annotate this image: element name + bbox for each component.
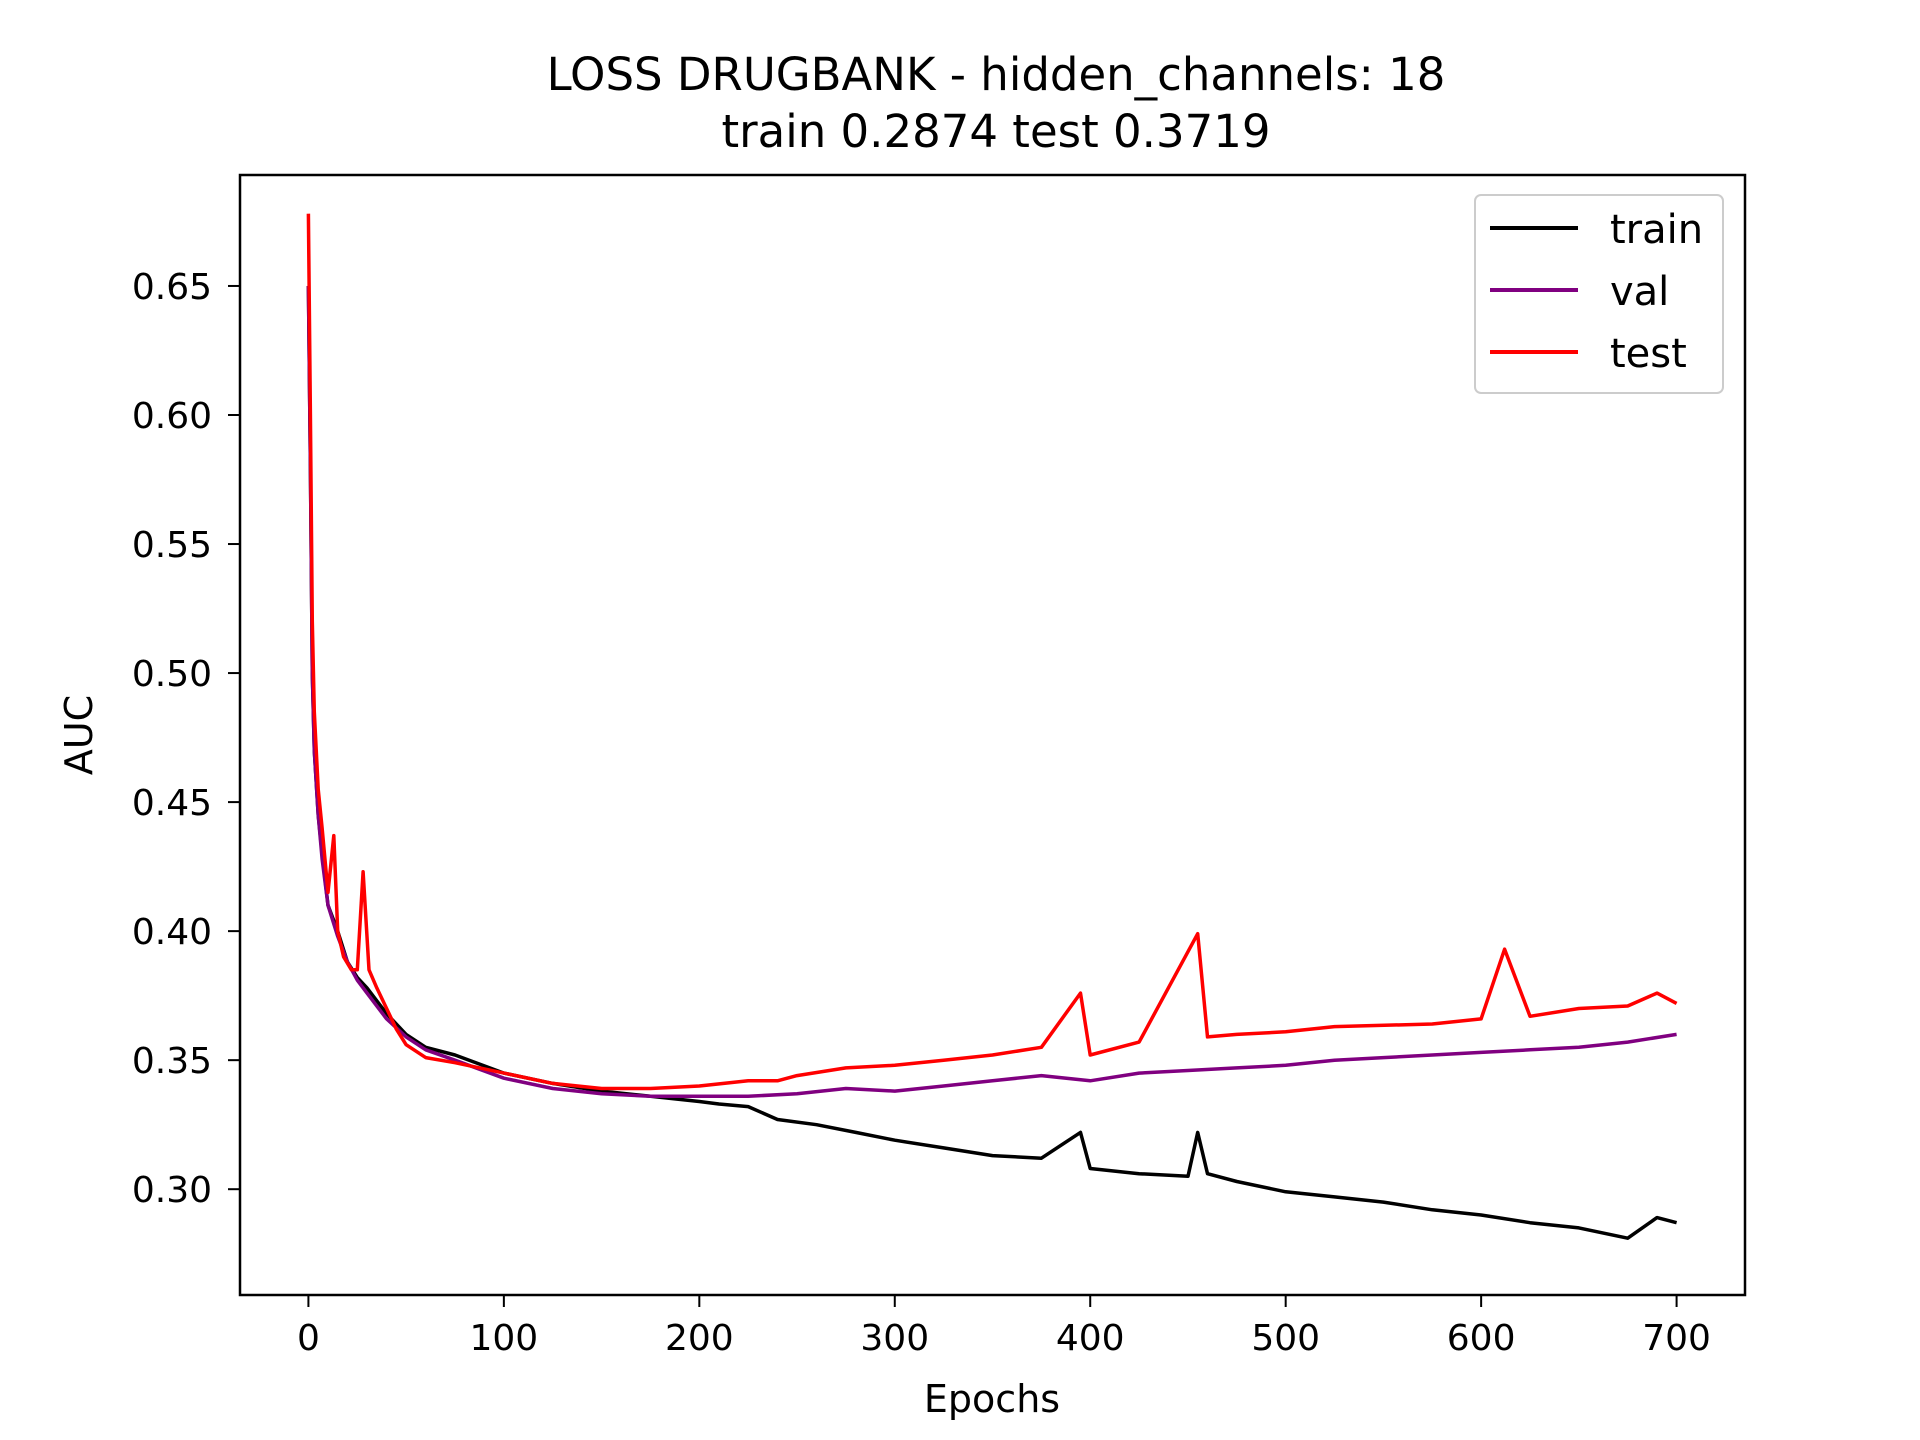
x-tick-label: 400 <box>1056 1318 1125 1359</box>
tick-layer: 0 100 200 300 400 500 600 700 0.30 0.35 0.40 0.45 0.… <box>132 267 1711 1359</box>
x-tick-label: 300 <box>860 1318 929 1359</box>
y-tick-label: 0.35 <box>132 1041 212 1082</box>
legend-label-test: test <box>1610 331 1687 377</box>
series-line-val <box>306 285 1677 1099</box>
y-tick-label: 0.40 <box>132 912 212 953</box>
x-tick-label: 600 <box>1447 1318 1516 1359</box>
x-tick-label: 200 <box>665 1318 734 1359</box>
legend-label-train: train <box>1610 207 1703 253</box>
x-tick-label: 0 <box>297 1318 320 1359</box>
x-tick-label: 700 <box>1642 1318 1711 1359</box>
x-tick-label: 500 <box>1251 1318 1320 1359</box>
legend-frame <box>1474 194 1724 394</box>
x-tick-label: 100 <box>470 1318 539 1359</box>
series-line-test <box>306 213 1678 1091</box>
legend: train val test <box>1474 194 1724 394</box>
y-tick-label: 0.55 <box>132 525 212 566</box>
y-tick-label: 0.45 <box>132 783 212 824</box>
plot-frame <box>238 173 1747 1297</box>
chart-subtitle: train 0.2874 test 0.3719 <box>722 105 1271 158</box>
x-axis-label: Epochs <box>924 1377 1060 1421</box>
y-axis-label: AUC <box>57 695 101 775</box>
legend-label-val: val <box>1610 269 1669 315</box>
y-tick-label: 0.30 <box>132 1170 212 1211</box>
chart-title: LOSS DRUGBANK - hidden_channels: 18 <box>547 48 1446 101</box>
series-layer <box>306 213 1678 1240</box>
y-tick-label: 0.65 <box>132 267 212 308</box>
y-tick-label: 0.50 <box>132 654 212 695</box>
y-tick-label: 0.60 <box>132 396 212 437</box>
